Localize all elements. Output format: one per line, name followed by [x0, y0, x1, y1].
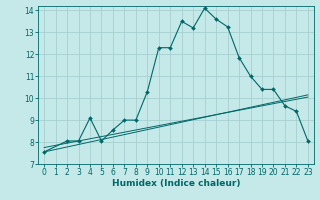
X-axis label: Humidex (Indice chaleur): Humidex (Indice chaleur)	[112, 179, 240, 188]
